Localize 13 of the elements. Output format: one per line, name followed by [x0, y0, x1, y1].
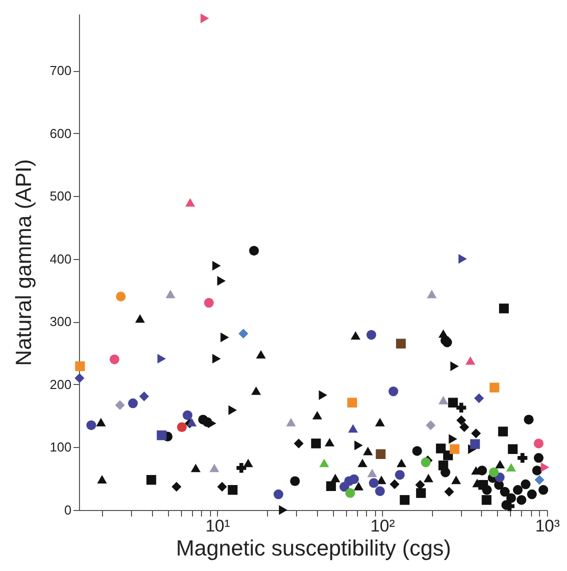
- y-tick-label: 300: [50, 314, 72, 330]
- x-axis-title: Magnetic susceptibility (cgs): [176, 536, 452, 560]
- y-tick-label: 700: [50, 63, 72, 78]
- x-tick-label: 10³: [535, 516, 560, 536]
- y-axis-title: Natural gamma (API): [10, 159, 36, 366]
- y-tick-label: 200: [50, 376, 72, 392]
- y-tick-label: 400: [50, 251, 72, 266]
- y-tick-label: 100: [50, 440, 72, 455]
- y-tick-label: 600: [50, 126, 72, 141]
- x-tick-label: 10¹: [205, 516, 230, 536]
- x-tick-label: 10²: [370, 516, 396, 536]
- y-tick-label: 500: [50, 188, 72, 204]
- y-tick-label: 0: [64, 502, 72, 518]
